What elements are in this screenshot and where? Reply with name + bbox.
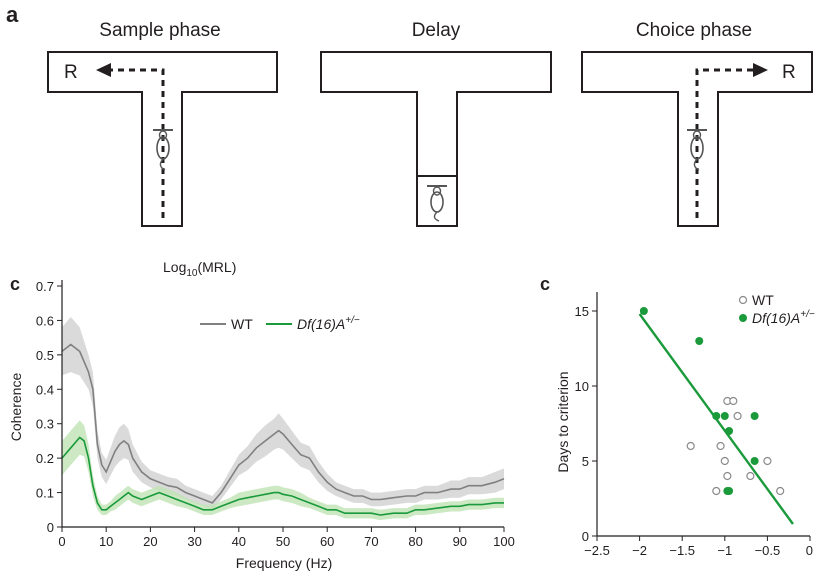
phase-title-sample: Sample phase [99, 20, 220, 41]
legend: WT Df(16)A+/− [738, 292, 815, 326]
scatter-point-wt [746, 471, 755, 481]
t-maze-outline [320, 51, 552, 227]
x-tick-label: 90 [453, 534, 467, 549]
series-line-wt [61, 343, 505, 504]
legend-label-df16a: Df(16)A+/− [752, 309, 815, 326]
x-tick-label: 10 [99, 534, 113, 549]
y-tick-label: 0.7 [36, 279, 54, 294]
legend-marker-df16a [739, 314, 747, 322]
scatter-point-wt [716, 441, 725, 451]
scatter-point-df16a [695, 337, 704, 345]
scatter-point-wt [720, 456, 729, 466]
x-tick-label: −0.5 [755, 543, 781, 558]
maze-choice-phase: Choice phase R [581, 20, 813, 227]
maze-delay: Delay [320, 20, 552, 227]
error-band-wt [62, 317, 504, 510]
x-tick-label: 50 [276, 534, 290, 549]
x-tick-label: 70 [364, 534, 378, 549]
x-tick-label: 100 [493, 534, 515, 549]
x-axis-label: Frequency (Hz) [236, 555, 332, 571]
scatter-point-wt [733, 411, 742, 421]
y-axis-label: Coherence [8, 373, 24, 442]
scatter-point-df16a [720, 412, 729, 420]
arrowhead-right-icon [753, 63, 768, 77]
reward-label-choice: R [782, 62, 796, 83]
arrowhead-left-icon [96, 63, 111, 77]
scatter-point-df16a [712, 412, 721, 420]
y-tick-label: 0.1 [36, 486, 54, 501]
y-tick-label: 0 [47, 520, 54, 535]
legend-label-df16a: Df(16)A+/− [297, 315, 360, 332]
x-tick-label: 0 [806, 543, 813, 558]
scatter-point-wt [712, 486, 721, 496]
scatter-point-df16a [723, 487, 732, 495]
series-line-df16a [61, 436, 504, 516]
reward-label-sample: R [64, 62, 78, 83]
y-tick-label: 10 [575, 379, 589, 394]
legend: WT Df(16)A+/− [200, 315, 360, 332]
x-tick-label: 60 [320, 534, 334, 549]
scatter-point-wt [723, 471, 732, 481]
x-tick-label: 80 [408, 534, 422, 549]
y-tick-label: 5 [582, 454, 589, 469]
y-tick-label: 0.4 [36, 382, 54, 397]
scatter-point-df16a [750, 457, 759, 465]
scatter-point-df16a [639, 307, 648, 315]
scatter-point-wt [763, 456, 772, 466]
error-band-df16a [62, 420, 504, 521]
scatter-point-wt [776, 486, 785, 496]
phase-title-delay: Delay [412, 20, 461, 41]
mouse-icon [427, 185, 447, 222]
y-tick-label: 15 [575, 304, 589, 319]
chart-header-log10-mrl: Log10(MRL) [163, 259, 236, 279]
x-tick-label: −1 [717, 543, 732, 558]
y-tick-label: 0.2 [36, 451, 54, 466]
legend-label-wt: WT [231, 316, 253, 332]
mouse-icon [687, 129, 707, 171]
y-tick-label: 0.3 [36, 417, 54, 432]
y-tick-label: 0 [582, 529, 589, 544]
x-tick-label: 40 [232, 534, 246, 549]
x-tick-label: 30 [187, 534, 201, 549]
mouse-icon [153, 129, 173, 171]
panel-label-c-right: c [540, 274, 550, 294]
legend-label-wt: WT [752, 292, 774, 308]
phase-title-choice: Choice phase [636, 20, 752, 41]
x-tick-label: −2.5 [584, 543, 610, 558]
x-tick-label: −2 [632, 543, 647, 558]
legend-marker-wt [738, 295, 748, 305]
x-tick-label: −1.5 [669, 543, 695, 558]
scatter-point-wt [686, 441, 695, 451]
days-to-criterion-scatter: c 0 5 10 15 −2.5 −2 −1.5 −1 −0.5 0 Days to crite… [540, 274, 815, 558]
panel-label-a: a [6, 2, 19, 27]
y-axis-label: Days to criterion [555, 371, 571, 472]
x-tick-label: 20 [143, 534, 157, 549]
y-tick-label: 0.5 [36, 348, 54, 363]
scatter-point-wt [729, 396, 738, 406]
x-tick-label: 0 [58, 534, 65, 549]
scatter-point-df16a [725, 427, 734, 435]
coherence-chart: c Log10(MRL) 0 0.1 0.2 0.3 0.4 0.5 0.6 0.7 0 10 2… [8, 259, 515, 571]
panel-label-c-left: c [10, 274, 20, 294]
scatter-point-df16a [750, 412, 759, 420]
y-tick-label: 0.6 [36, 313, 54, 328]
maze-sample-phase: Sample phase R [47, 20, 278, 227]
